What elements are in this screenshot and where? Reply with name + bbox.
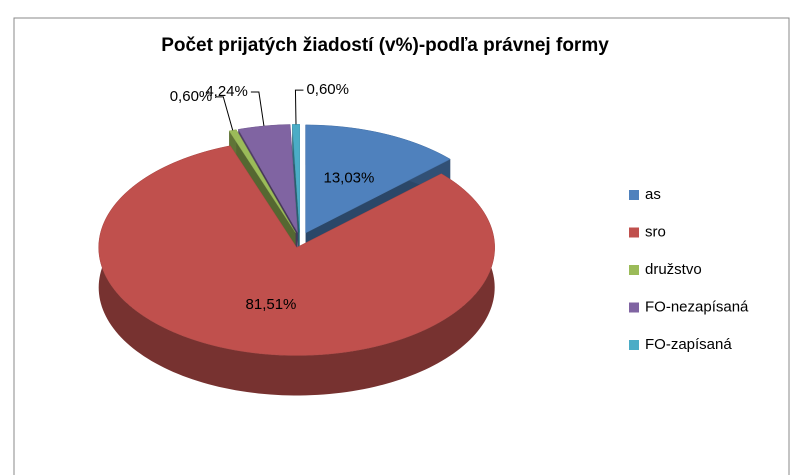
- legend-label: FO-nezapísaná: [645, 298, 749, 315]
- legend-swatch: [629, 265, 639, 275]
- data-label: 13,03%: [323, 169, 374, 186]
- legend-swatch: [629, 227, 639, 238]
- leader-line: [250, 91, 265, 127]
- leader-line: [215, 96, 234, 131]
- legend-label: sro: [645, 223, 666, 240]
- slice: [305, 124, 451, 234]
- legend-swatch: [629, 190, 639, 200]
- chart-title: Počet prijatých žiadostí (v%)-podľa práv…: [161, 35, 609, 56]
- legend-label: as: [645, 186, 661, 203]
- slice: [237, 124, 298, 233]
- legend-swatch: [629, 340, 639, 350]
- data-label: 0,60%: [306, 81, 349, 98]
- slice: [292, 124, 300, 233]
- legend-label: družstvo: [645, 261, 702, 278]
- data-label: 0,60%: [170, 88, 213, 105]
- data-label: 4,24%: [205, 83, 248, 100]
- slice: [98, 145, 495, 356]
- leader-line: [294, 89, 304, 125]
- legend-label: FO-zapísaná: [645, 336, 732, 353]
- legend-swatch: [629, 302, 639, 313]
- data-label: 81,51%: [246, 296, 297, 313]
